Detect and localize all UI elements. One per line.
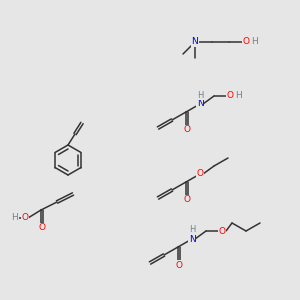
Text: N: N xyxy=(189,235,195,244)
Text: O: O xyxy=(242,38,250,46)
Text: H: H xyxy=(197,91,203,100)
Text: O: O xyxy=(196,169,203,178)
Text: O: O xyxy=(218,226,226,236)
Text: O: O xyxy=(22,214,28,223)
Text: H: H xyxy=(250,38,257,46)
Text: O: O xyxy=(184,125,190,134)
Text: O: O xyxy=(184,196,190,205)
Text: H: H xyxy=(189,226,195,235)
Text: H: H xyxy=(235,92,242,100)
Text: H: H xyxy=(12,214,18,223)
Text: O: O xyxy=(176,260,182,269)
Text: N: N xyxy=(196,100,203,109)
Text: O: O xyxy=(38,224,46,232)
Text: O: O xyxy=(226,92,233,100)
Text: N: N xyxy=(192,38,198,46)
